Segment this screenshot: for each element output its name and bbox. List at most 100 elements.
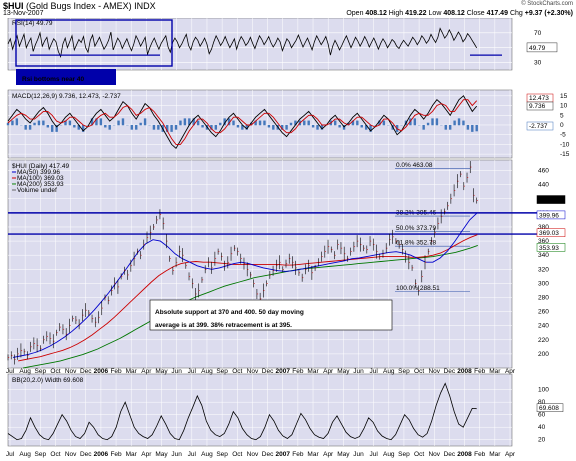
x-month-label: 2007 (275, 368, 290, 375)
rsi-value-box (526, 42, 558, 53)
macd-line (7, 95, 478, 150)
x-month-label: Mar (489, 368, 501, 375)
open-label: Open (346, 10, 364, 17)
x-month-label: Mar (307, 451, 319, 458)
price-legend: MA(200) 353.93 (17, 181, 64, 188)
macd-histogram-bar (250, 122, 253, 126)
macd-histogram-bar (294, 120, 297, 126)
macd-histogram-bar (183, 118, 187, 126)
x-month-label: Nov (428, 451, 440, 458)
macd-histogram-bar (192, 118, 195, 126)
x-month-label: Sep (216, 451, 228, 458)
x-month-label: Dec (444, 368, 456, 375)
macd-histogram-bar (236, 124, 240, 128)
x-month-label: Feb (292, 451, 304, 458)
symbol-title: $HUI (Gold Bugs Index - AMEX) INDX (3, 1, 156, 11)
price-legend: MA(100) 369.03 (17, 175, 64, 182)
macd-histogram-bar (453, 120, 456, 126)
macd-histogram-bar (426, 122, 430, 126)
fib-level-label: 61.8% 352.78 (396, 240, 437, 247)
x-month-label: Nov (65, 368, 77, 375)
macd-histogram-bar (28, 124, 32, 130)
rsi-tick-label: 30 (534, 60, 542, 67)
x-month-label: Dec (262, 451, 274, 458)
x-month-label: Jul (188, 368, 197, 375)
x-month-label: Nov (247, 368, 259, 375)
macd-histogram-bar (466, 124, 470, 130)
macd-histogram-bar (68, 120, 72, 126)
close-label: Close (466, 10, 485, 17)
macd-histogram-bar (316, 124, 319, 130)
macd-histogram-bar (422, 124, 425, 130)
macd-histogram-bar (223, 118, 226, 126)
brand-label: © StockCharts.com (521, 1, 573, 7)
x-month-label: Mar (307, 368, 319, 375)
macd-histogram-bar (307, 120, 310, 126)
x-month-label: 2006 (94, 368, 109, 375)
price-tick-label: 380 (538, 224, 549, 231)
price-annotation: Absolute support at 370 and 400. 50 day … (155, 309, 304, 316)
macd-histogram-bar (364, 124, 368, 130)
macd-histogram-bar (117, 120, 120, 126)
x-month-label: May (155, 368, 168, 375)
symbol-name: (Gold Bugs Index - AMEX) (26, 1, 132, 11)
macd-histogram-bar (471, 124, 474, 132)
macd-histogram-bar (320, 124, 324, 130)
x-month-label: Sep (35, 368, 47, 375)
bb-tick-label: 80 (538, 399, 546, 406)
x-month-label: Sep (398, 368, 410, 375)
price-value-label: 369.03 (539, 230, 559, 237)
macd-histogram-bar (64, 120, 67, 126)
x-month-label: Jul (369, 368, 378, 375)
macd-tick-label: -15 (560, 151, 570, 158)
x-month-label: May (337, 451, 350, 458)
x-month-label: Sep (35, 451, 47, 458)
price-tick-label: 320 (538, 266, 549, 273)
x-month-label: Feb (292, 368, 304, 375)
price-legend: $HUI (Daily) 417.49 (12, 163, 69, 170)
macd-histogram-bar (431, 118, 434, 126)
rsi-tick-label: 70 (534, 30, 542, 37)
macd-histogram-bar (334, 120, 337, 126)
x-month-label: Apr (323, 368, 334, 375)
macd-histogram-bar (104, 124, 107, 128)
x-month-label: Jun (353, 451, 364, 458)
price-tick-label: 340 (538, 252, 549, 259)
macd-histogram-bar (196, 120, 200, 126)
macd-histogram-bar (285, 124, 288, 130)
x-month-label: Jul (188, 451, 197, 458)
macd-histogram-bar (46, 124, 49, 128)
x-month-label: Dec (80, 368, 92, 375)
macd-histogram-bar (11, 120, 14, 126)
x-month-label: Jun (171, 368, 182, 375)
rsi-annotation: Rsi bottoms near 40 (22, 76, 85, 83)
quote-line: Open 408.12 High 419.22 Low 408.12 Close… (346, 10, 573, 17)
x-month-label: Mar (489, 451, 501, 458)
x-month-label: Nov (428, 368, 440, 375)
x-month-label: Aug (383, 368, 395, 375)
price-tick-label: 260 (538, 309, 549, 316)
macd-histogram-bar (6, 122, 10, 126)
macd-histogram-bar (214, 124, 218, 130)
x-month-label: 2007 (275, 451, 290, 458)
macd-signal-line (7, 99, 478, 145)
price-value-label: 353.93 (539, 245, 559, 252)
macd-histogram-bar (311, 124, 315, 128)
macd-histogram-bar (121, 118, 125, 126)
macd-histogram-bar (219, 122, 222, 126)
x-month-label: Nov (65, 451, 77, 458)
macd-histogram-bar (95, 118, 98, 126)
price-tick-label: 300 (538, 280, 549, 287)
macd-histogram-bar (351, 120, 355, 126)
price-tick-label: 220 (538, 337, 549, 344)
bb-tick-label: 100 (538, 387, 549, 394)
macd-value-box (526, 121, 554, 131)
index-tag: INDX (134, 1, 156, 11)
close-value: 417.49 (486, 10, 508, 17)
x-month-label: Feb (110, 368, 122, 375)
price-tick-label: 360 (538, 238, 549, 245)
price-tick-label: 280 (538, 294, 549, 301)
macd-histogram-bar (143, 118, 147, 126)
bb-tick-label: 60 (538, 412, 546, 419)
macd-tick-label: 10 (560, 103, 568, 110)
